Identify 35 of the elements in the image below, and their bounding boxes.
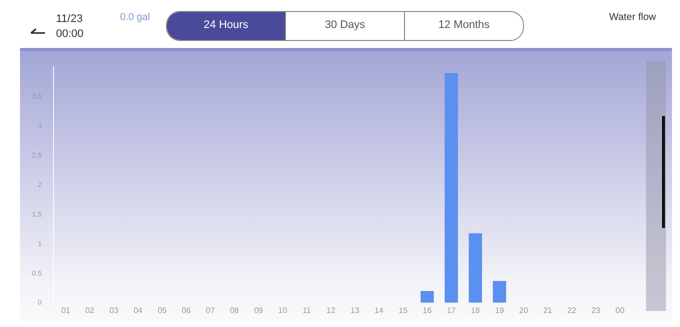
- text: Water flow: [609, 12, 656, 23]
- x-tick-label: 11: [302, 306, 312, 315]
- text: 30 Days: [285, 12, 404, 40]
- x-tick-label: 22: [567, 306, 577, 315]
- bar: [492, 281, 506, 303]
- x-tick-label: 23: [591, 306, 601, 315]
- bar: [420, 291, 434, 303]
- text: 11/23: [56, 12, 84, 27]
- x-tick-label: 09: [254, 306, 264, 315]
- x-tick-label: 06: [182, 306, 192, 315]
- x-tick-label: 05: [158, 306, 168, 315]
- x-tick-label: 13: [350, 306, 360, 315]
- x-tick-label: 01: [61, 306, 71, 315]
- x-tick-label: 14: [374, 306, 384, 315]
- x-tick-label: 08: [230, 306, 240, 315]
- bar: [468, 233, 482, 303]
- x-tick-label: 18: [470, 306, 480, 315]
- text: 0.0 gal: [120, 12, 150, 23]
- text: 24 Hours: [167, 12, 285, 40]
- x-tick-label: 19: [495, 306, 504, 315]
- x-tick-label: 00: [616, 306, 625, 315]
- x-tick-label: 03: [110, 306, 119, 315]
- x-tick-label: 04: [134, 306, 144, 315]
- x-tick-label: 15: [398, 306, 408, 315]
- x-tick-label: 10: [278, 306, 288, 315]
- x-tick-label: 16: [422, 306, 432, 315]
- x-tick-label: 20: [519, 306, 529, 315]
- x-tick-label: 21: [543, 306, 553, 315]
- text: 12 Months: [404, 12, 523, 40]
- text: 00:00: [56, 27, 84, 42]
- x-tick-label: 12: [326, 306, 336, 315]
- x-tick-label: 02: [85, 306, 95, 315]
- x-tick-label: 17: [446, 306, 456, 315]
- bar: [444, 73, 458, 303]
- x-tick-label: 07: [206, 306, 216, 315]
